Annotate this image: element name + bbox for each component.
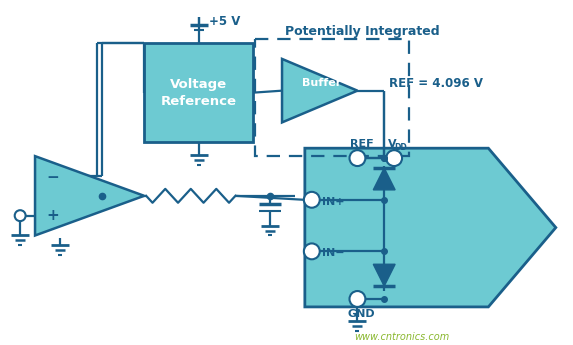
- Polygon shape: [282, 59, 358, 122]
- Text: IN−: IN−: [322, 248, 345, 258]
- Bar: [144, 43, 253, 142]
- Text: www.cntronics.com: www.cntronics.com: [355, 332, 450, 342]
- Circle shape: [386, 150, 402, 166]
- Circle shape: [15, 210, 26, 221]
- Text: REF = 4.096 V: REF = 4.096 V: [389, 77, 483, 90]
- Circle shape: [350, 150, 366, 166]
- Bar: [255, 39, 409, 156]
- Text: IN+: IN+: [323, 197, 345, 207]
- Text: V: V: [388, 139, 397, 149]
- Polygon shape: [373, 168, 395, 190]
- Polygon shape: [373, 264, 395, 286]
- Polygon shape: [35, 156, 144, 236]
- Text: −: −: [46, 170, 59, 186]
- Text: +5 V: +5 V: [209, 15, 240, 28]
- Text: Potentially Integrated: Potentially Integrated: [285, 24, 439, 38]
- Circle shape: [350, 291, 366, 307]
- Text: GND: GND: [348, 309, 375, 319]
- Text: REF: REF: [350, 139, 373, 149]
- Polygon shape: [305, 148, 556, 307]
- Circle shape: [304, 192, 320, 208]
- Text: +: +: [46, 208, 59, 223]
- Circle shape: [304, 244, 320, 259]
- Text: Buffer: Buffer: [302, 78, 342, 88]
- Text: DD: DD: [395, 143, 407, 152]
- Text: Voltage
Reference: Voltage Reference: [160, 78, 237, 108]
